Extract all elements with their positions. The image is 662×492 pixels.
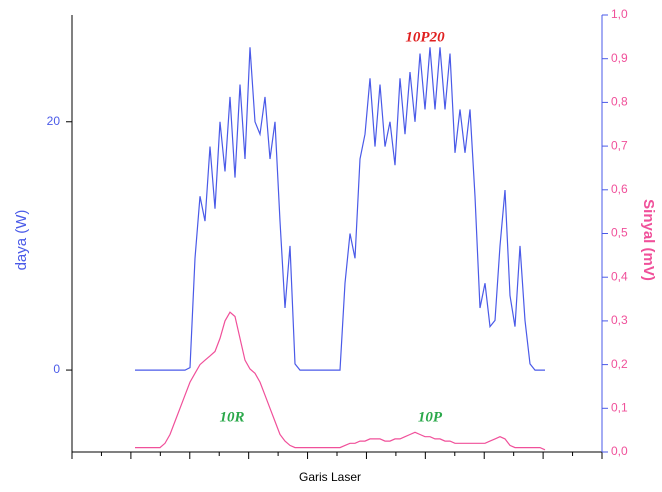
y2-tick-label: 0,6	[611, 182, 628, 196]
y2-tick-label: 0,1	[611, 400, 628, 414]
y2-tick-label: 0,9	[611, 51, 628, 65]
y2-tick-label: 1,0	[611, 7, 628, 21]
x-axis-label: Garis Laser	[299, 470, 361, 484]
y-tick-label: 0	[53, 362, 60, 376]
y2-tick-label: 0,5	[611, 226, 628, 240]
data-line	[135, 47, 545, 371]
y2-tick-label: 0,7	[611, 138, 628, 152]
data-line	[135, 311, 546, 451]
annotation: 10R	[219, 409, 244, 425]
y2-axis-label: Sinyal (mV)	[640, 199, 657, 281]
y-axis-label: daya (W)	[13, 210, 30, 271]
y2-tick-label: 0,4	[611, 269, 628, 283]
y2-tick-label: 0,2	[611, 357, 628, 371]
annotation: 10P	[418, 409, 443, 425]
y-tick-label: 20	[47, 114, 61, 128]
y2-tick-label: 0,3	[611, 313, 628, 327]
y2-tick-label: 0,0	[611, 444, 628, 458]
y2-tick-label: 0,8	[611, 95, 628, 109]
annotation: 10P20	[405, 29, 445, 45]
